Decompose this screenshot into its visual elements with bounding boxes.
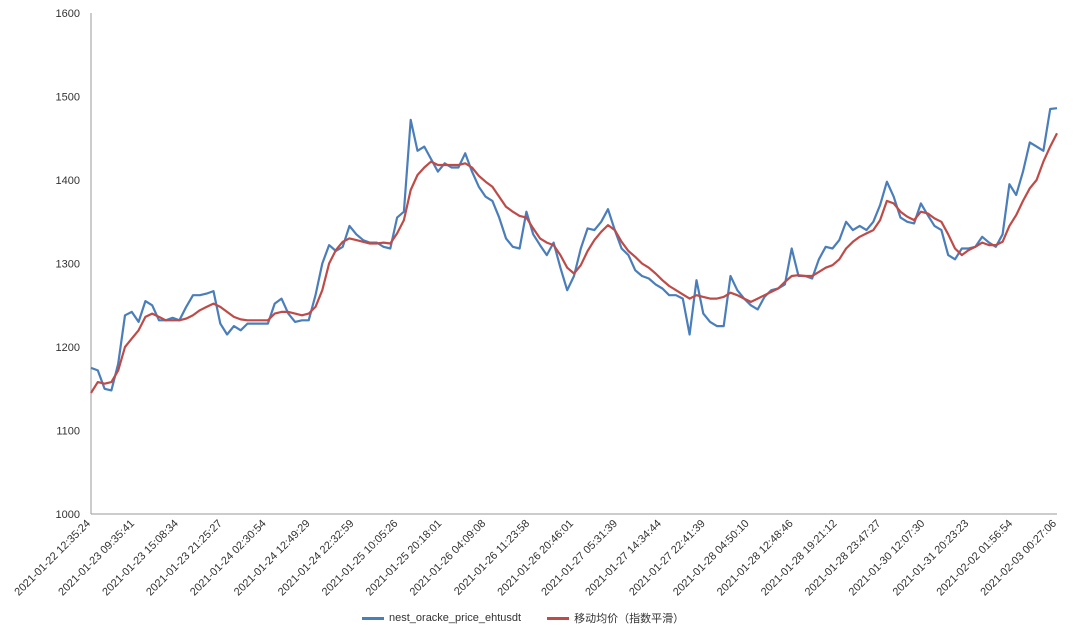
x-tick-label: 2021-02-02 01:56:54	[934, 518, 1015, 599]
y-tick-label: 1300	[56, 259, 80, 271]
x-tick-label: 2021-01-25 20:18:01	[364, 518, 445, 599]
legend-swatch-price	[362, 616, 384, 620]
legend-label-average: 移动均价（指数平滑）	[574, 613, 685, 625]
y-tick-label: 1100	[56, 426, 80, 438]
x-tick-label: 2021-01-27 14:34:44	[583, 518, 664, 599]
x-tick-label: 2021-01-28 12:48:46	[715, 518, 796, 599]
y-tick-label: 1200	[56, 342, 80, 354]
x-tick-label: 2021-01-23 21:25:27	[144, 518, 225, 599]
series-line-price	[90, 107, 1058, 392]
x-tick-label: 2021-01-24 12:49:29	[232, 518, 313, 599]
x-tick-label: 2021-01-26 04:09:08	[408, 518, 489, 599]
x-tick-label: 2021-01-26 11:23:58	[452, 518, 532, 598]
y-tick-label: 1400	[56, 175, 80, 187]
x-tick-label: 2021-01-28 19:21:12	[759, 518, 840, 599]
legend: nest_oracke_price_ehtusdt 移动均价（指数平滑）	[362, 610, 710, 626]
legend-item-average: 移动均价（指数平滑）	[547, 610, 684, 626]
x-tick-label: 2021-01-25 10:05:26	[320, 518, 401, 599]
x-tick-label: 2021-01-28 04:50:10	[671, 518, 752, 599]
x-tick-label: 2021-01-23 15:08:34	[100, 518, 181, 599]
x-tick-label: 2021-01-28 23:47:27	[803, 518, 884, 599]
x-tick-label: 2021-01-22 12:35:24	[12, 518, 93, 599]
legend-label-price: nest_oracke_price_ehtusdt	[389, 612, 522, 624]
series-line-moving-average	[90, 132, 1058, 394]
x-tick-label: 2021-01-27 22:41:39	[627, 518, 708, 599]
legend-item-price: nest_oracke_price_ehtusdt	[362, 612, 521, 624]
legend-swatch-average	[547, 616, 570, 620]
x-tick-label: 2021-01-23 09:35:41	[56, 518, 137, 599]
plot-area: 1000 1100 1200 1300 1400 1500 1600 2021-01-22 1…	[12, 8, 1059, 598]
x-tick-label: 2021-02-03 00:27:06	[978, 518, 1059, 599]
y-tick-label: 1000	[56, 509, 80, 521]
y-tick-label: 1500	[56, 92, 80, 104]
y-tick-label: 1600	[56, 8, 80, 20]
line-chart: 1000 1100 1200 1300 1400 1500 1600 2021-01-22 1…	[12, 8, 1059, 598]
x-tick-label: 2021-01-31 20:23:23	[891, 518, 972, 599]
x-tick-label: 2021-01-24 22:32:59	[276, 518, 357, 599]
x-tick-label: 2021-01-24 02:30:54	[188, 518, 269, 599]
x-tick-label: 2021-01-30 12:07:30	[847, 518, 928, 599]
x-tick-label: 2021-01-27 05:31:39	[539, 518, 620, 599]
x-tick-label: 2021-01-26 20:46:01	[495, 518, 576, 599]
